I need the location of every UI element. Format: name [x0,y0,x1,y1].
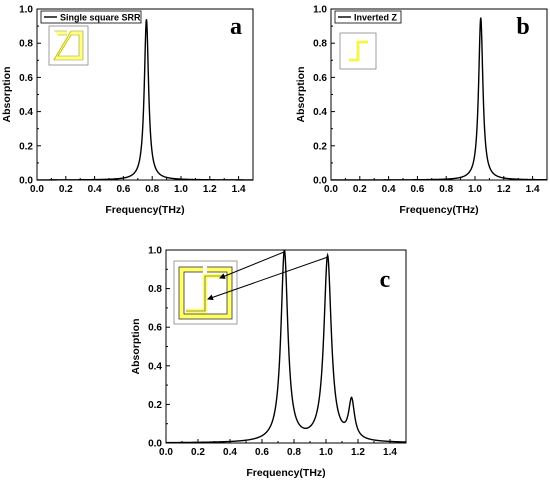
x-tick-label: 0.0 [324,184,338,195]
legend-box [334,10,402,24]
y-tick-label: 0.8 [148,284,162,295]
legend-label: Inverted Z [354,13,398,23]
inner-z-outline [186,275,225,312]
x-tick-label: 0.2 [353,184,367,195]
y-tick-label: 0.6 [148,323,162,334]
panel-letter: c [380,267,391,293]
chart-panel-a: 0.0 0.2 0.4 0.6 0.8 1.0 1.2 1.4 0.0 0.2 0.4 0.6 0.8 1… [1,5,254,216]
x-tick-label: 1.2 [203,184,217,195]
x-tick-label: 0.0 [30,184,44,195]
y-tick-label: 1.0 [148,246,162,257]
srr-outline [53,30,84,61]
x-tick-label: 0.4 [382,184,396,195]
x-tick-label: 0.6 [410,184,424,195]
legend: Inverted Z [334,10,402,24]
y-tick-label: 0.0 [19,176,33,187]
x-tick-label: 1.0 [319,447,333,458]
inverted-z-inset-icon [339,32,377,70]
x-tick-label: 0.2 [59,184,73,195]
chart-panel-b: 0.0 0.2 0.4 0.6 0.8 1.0 1.2 1.4 0.0 0.2 0.4 0.6 0.8 1… [295,5,548,216]
y-tick-label: 0.8 [19,39,33,50]
y-tick-label: 0.6 [313,73,327,84]
legend-label: Single square SRR [60,13,141,23]
panel-letter: a [230,14,242,40]
chart-panel-c: 0.0 0.2 0.4 0.6 0.8 1.0 1.2 1.4 0.0 0.2 0.4 0.6 0.8 1… [130,246,407,479]
x-tick-label: 0.4 [88,184,102,195]
x-tick-label: 1.2 [497,184,511,195]
ring-gap [203,266,207,273]
y-tick-label: 0.4 [313,107,327,118]
x-tick-label: 0.4 [223,447,237,458]
x-tick-label: 0.8 [145,184,159,195]
y-tick-label: 0.6 [19,73,33,84]
x-tick-label: 0.6 [255,447,269,458]
y-tick-label: 0.2 [148,400,162,411]
panel-letter: b [516,14,529,40]
y-tick-label: 0.0 [313,176,327,187]
y-tick-label: 1.0 [19,5,33,16]
x-axis-label: Frequency(THz) [399,204,478,216]
x-axis-label: Frequency(THz) [105,204,184,216]
x-tick-label: 0.2 [191,447,205,458]
y-tick-label: 0.2 [19,141,33,152]
y-tick-label: 0.4 [148,361,162,372]
y-tick-label: 0.2 [313,141,327,152]
x-tick-label: 1.2 [351,447,365,458]
y-axis-label: Absorption [1,67,13,123]
x-tick-label: 1.4 [526,184,540,195]
series-line [37,19,253,181]
x-tick-label: 0.8 [287,447,301,458]
x-tick-label: 0.6 [116,184,130,195]
y-axis-label: Absorption [295,67,307,123]
y-tick-label: 0.4 [19,107,33,118]
inset-arrow-2 [207,256,328,301]
x-tick-label: 1.4 [232,184,246,195]
inset-arrow-1 [219,251,285,279]
srr-ring [52,31,83,60]
x-tick-label: 1.4 [383,447,397,458]
y-axis-label: Absorption [130,319,142,375]
x-tick-label: 0.0 [159,447,173,458]
legend-box [40,10,142,24]
x-axis-label: Frequency(THz) [246,467,325,479]
series-line [331,17,547,181]
srr-inset-icon [48,25,89,66]
x-tick-label: 0.8 [439,184,453,195]
y-tick-label: 0.0 [148,439,162,450]
x-tick-label: 1.0 [174,184,188,195]
inverted-z-outline [349,41,368,61]
legend: Single square SRR [40,10,142,24]
x-tick-label: 1.0 [468,184,482,195]
y-tick-label: 1.0 [313,5,327,16]
series-line [166,249,407,444]
y-tick-label: 0.8 [313,39,327,50]
